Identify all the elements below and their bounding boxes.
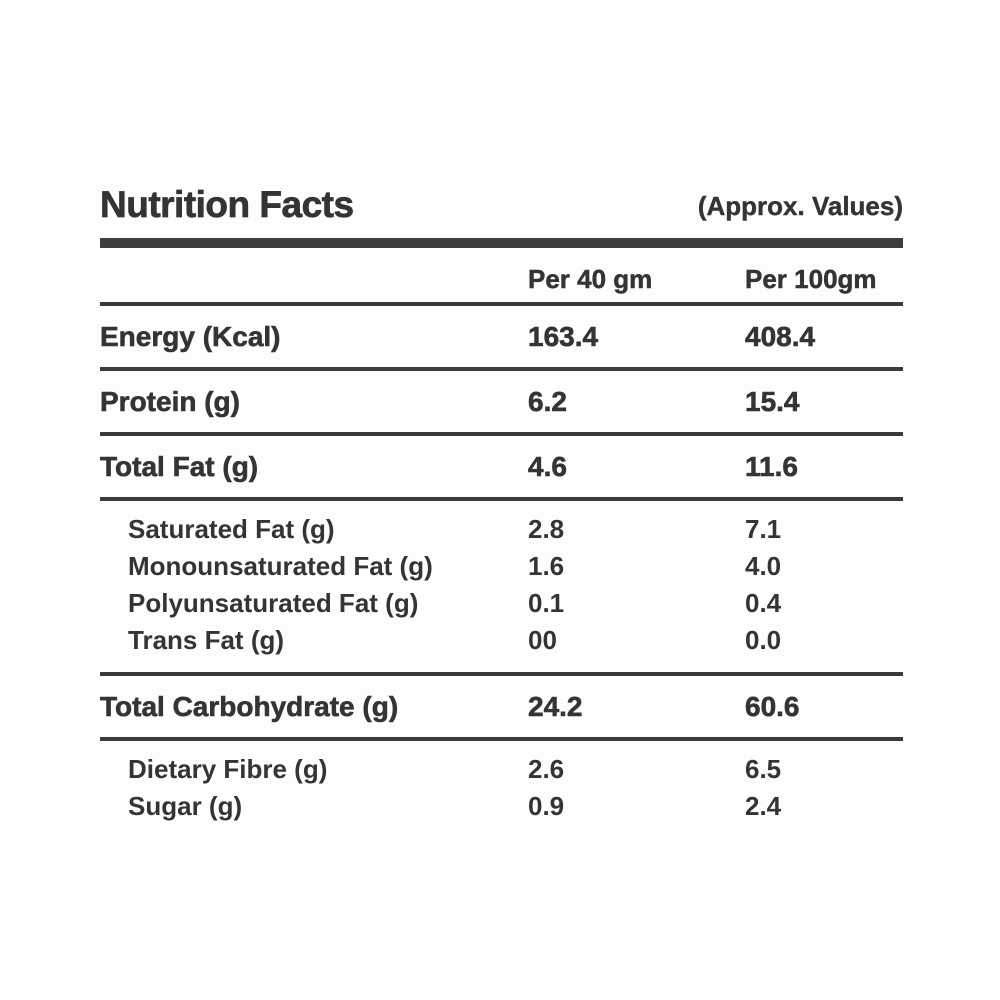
value-per-100gm: 0.4 <box>745 588 782 618</box>
nutrient-row-dietary-fibre: Dietary Fibre (g) 2.6 6.5 <box>100 751 903 788</box>
value-per-100gm: 4.0 <box>745 551 782 581</box>
fat-subgroup: Saturated Fat (g) 2.8 7.1 Monounsaturate… <box>100 501 903 676</box>
column-header-per-40gm: Per 40 gm <box>528 264 653 295</box>
value-per-40gm: 00 <box>528 625 557 655</box>
value-per-40gm: 2.6 <box>528 754 565 784</box>
value-per-100gm: 15.4 <box>745 386 800 418</box>
nutrient-row-polyunsaturated-fat: Polyunsaturated Fat (g) 0.1 0.4 <box>100 585 903 622</box>
value-per-100gm: 408.4 <box>745 321 816 353</box>
value-per-40gm: 163.4 <box>528 321 599 353</box>
nutrient-label: Energy (Kcal) <box>100 321 281 353</box>
value-per-100gm: 11.6 <box>745 451 799 483</box>
nutrient-label: Sugar (g) <box>128 791 243 821</box>
nutrient-row-monounsaturated-fat: Monounsaturated Fat (g) 1.6 4.0 <box>100 548 903 585</box>
value-per-40gm: 24.2 <box>528 691 583 723</box>
label-title: Nutrition Facts <box>100 184 355 226</box>
nutrient-label: Total Carbohydrate (g) <box>100 691 399 723</box>
header-divider-bar <box>100 238 903 248</box>
nutrient-label: Monounsaturated Fat (g) <box>128 551 433 581</box>
column-header-per-100gm: Per 100gm <box>745 264 877 295</box>
value-per-40gm: 0.1 <box>528 588 565 618</box>
nutrient-row-total-carbohydrate: Total Carbohydrate (g) 24.2 60.6 <box>100 676 903 741</box>
nutrient-label: Dietary Fibre (g) <box>128 754 328 784</box>
nutrition-label: Nutrition Facts (Approx. Values) Per 40 … <box>100 184 904 838</box>
value-per-40gm: 2.8 <box>528 514 565 544</box>
approx-values-note: (Approx. Values) <box>697 191 904 221</box>
nutrient-row-protein: Protein (g) 6.2 15.4 <box>100 371 903 436</box>
value-per-40gm: 4.6 <box>528 451 568 483</box>
nutrient-row-sugar: Sugar (g) 0.9 2.4 <box>100 788 903 825</box>
value-per-100gm: 0.0 <box>745 625 782 655</box>
label-header: Nutrition Facts (Approx. Values) <box>100 184 904 226</box>
nutrient-row-saturated-fat: Saturated Fat (g) 2.8 7.1 <box>100 511 903 548</box>
value-per-100gm: 2.4 <box>745 791 782 821</box>
carbohydrate-subgroup: Dietary Fibre (g) 2.6 6.5 Sugar (g) 0.9 … <box>100 741 903 838</box>
nutrient-label: Protein (g) <box>100 386 241 418</box>
column-header-row: Per 40 gm Per 100gm <box>100 248 903 306</box>
value-per-40gm: 6.2 <box>528 386 568 418</box>
value-per-40gm: 1.6 <box>528 551 565 581</box>
nutrient-row-energy: Energy (Kcal) 163.4 408.4 <box>100 306 903 371</box>
value-per-100gm: 7.1 <box>745 514 782 544</box>
nutrient-row-total-fat: Total Fat (g) 4.6 11.6 <box>100 436 903 501</box>
nutrient-row-trans-fat: Trans Fat (g) 00 0.0 <box>100 622 903 659</box>
nutrient-label: Total Fat (g) <box>100 451 259 483</box>
nutrient-label: Polyunsaturated Fat (g) <box>128 588 419 618</box>
value-per-100gm: 6.5 <box>745 754 782 784</box>
value-per-100gm: 60.6 <box>745 691 800 723</box>
nutrient-label: Trans Fat (g) <box>128 625 285 655</box>
nutrient-label: Saturated Fat (g) <box>128 514 335 544</box>
value-per-40gm: 0.9 <box>528 791 565 821</box>
